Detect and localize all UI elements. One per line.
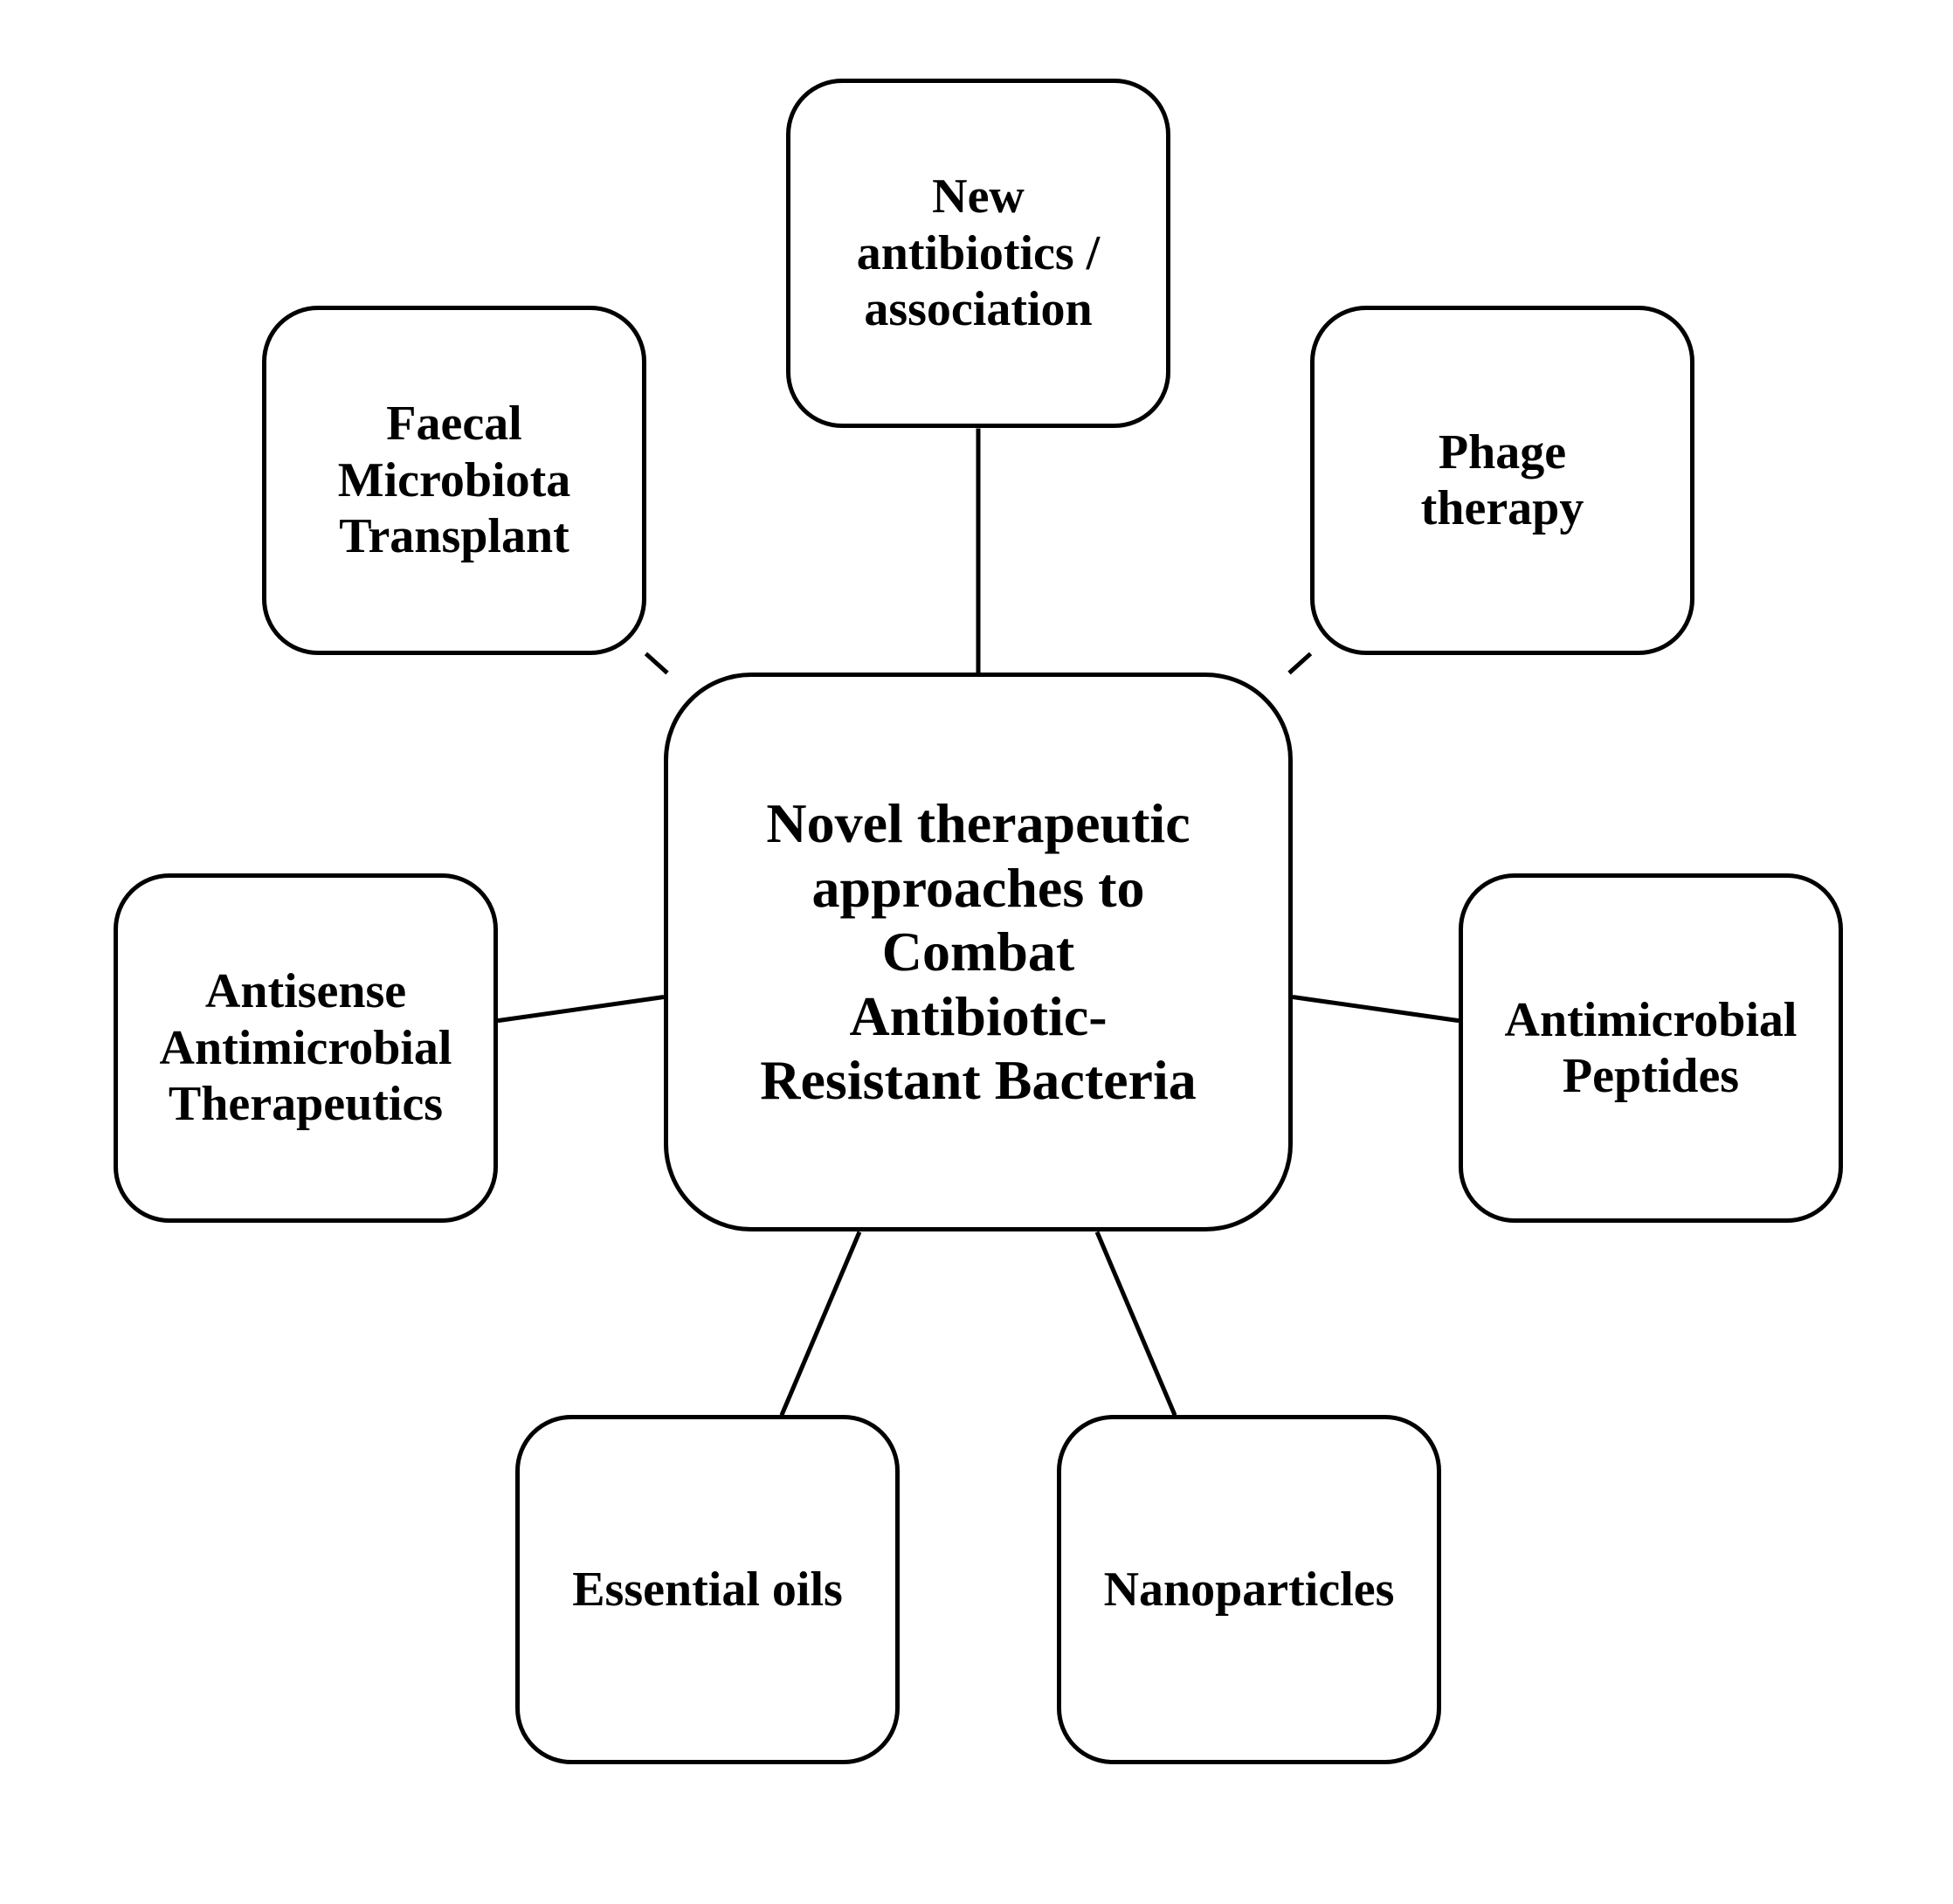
outer-node-antimicrobial-peptides: Antimicrobial Peptides (1459, 873, 1843, 1223)
outer-node-antisense-therapeutics: Antisense Antimicrobial Therapeutics (114, 873, 498, 1223)
edge-center-antimicrobial-peptides (1293, 995, 1460, 1023)
node-label: Antisense Antimicrobial Therapeutics (160, 963, 452, 1132)
node-label: Essential oils (572, 1562, 843, 1618)
node-label: Nanoparticles (1104, 1562, 1395, 1618)
outer-node-nanoparticles: Nanoparticles (1057, 1415, 1441, 1764)
node-label: Phage therapy (1421, 424, 1584, 537)
node-label: New antibiotics / association (857, 169, 1100, 337)
node-label: Faecal Microbiota Transplant (338, 396, 570, 564)
center-node: Novel therapeutic approaches to Combat A… (664, 673, 1293, 1231)
edge-center-faecal-transplant (645, 652, 669, 674)
outer-node-faecal-transplant: Faecal Microbiota Transplant (262, 306, 646, 655)
edge-center-nanoparticles (1095, 1231, 1177, 1416)
edge-center-new-antibiotics (976, 428, 981, 673)
node-label: Antimicrobial Peptides (1505, 992, 1798, 1105)
edge-center-phage-therapy (1287, 652, 1312, 674)
outer-node-phage-therapy: Phage therapy (1310, 306, 1694, 655)
edge-center-essential-oils (780, 1231, 862, 1416)
outer-node-essential-oils: Essential oils (515, 1415, 900, 1764)
edge-center-antisense-therapeutics (498, 995, 665, 1023)
diagram-stage: New antibiotics / association Phage thera… (0, 0, 1953, 1904)
outer-node-new-antibiotics: New antibiotics / association (786, 79, 1170, 428)
node-label: Novel therapeutic approaches to Combat A… (760, 791, 1196, 1113)
